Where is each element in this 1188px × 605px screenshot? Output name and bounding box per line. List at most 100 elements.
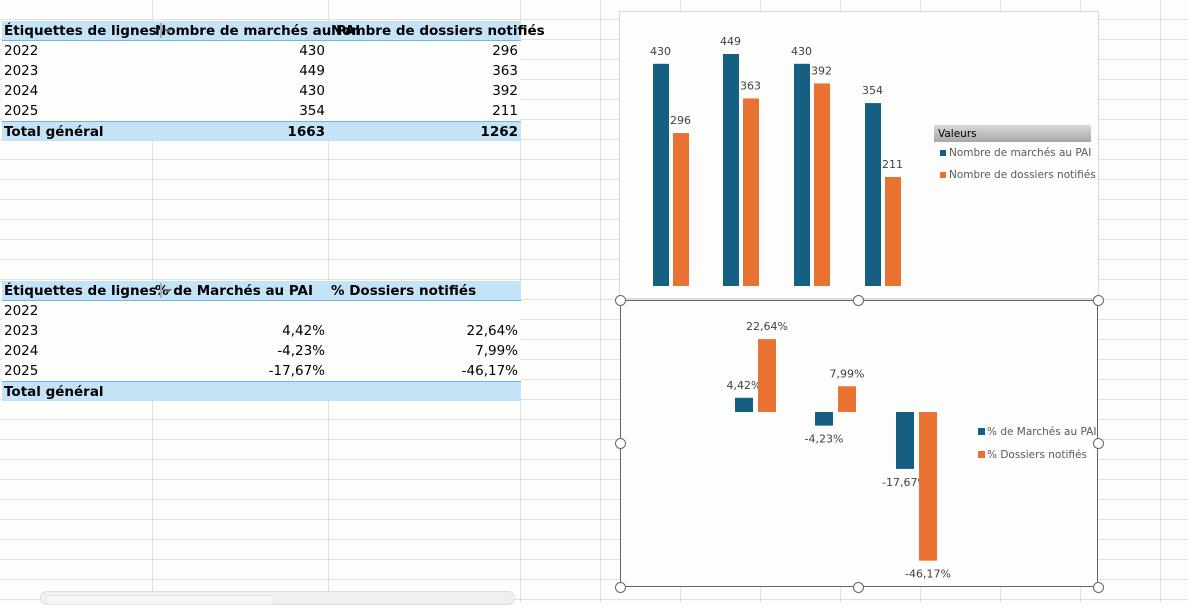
cell-value[interactable]: 449 xyxy=(299,63,325,79)
filter-dropdown-icon[interactable] xyxy=(159,283,172,298)
row-label[interactable]: 2022 xyxy=(4,43,39,59)
chart-svg: 430 449 430 354 296 363 392 211 Valeurs Nombre de… xyxy=(650,35,1096,287)
table-row: 2024 -4,23% 7,99% xyxy=(2,341,521,361)
bar xyxy=(735,397,753,412)
column-header: Nombre de dossiers notifiés xyxy=(331,22,545,39)
table-row: 2022 430 296 xyxy=(2,41,521,61)
table-row: 2023 449 363 xyxy=(2,61,521,81)
legend-swatch xyxy=(978,451,985,458)
legend-title: Valeurs xyxy=(938,128,977,140)
legend-title-bar xyxy=(934,125,1091,142)
filter-dropdown-icon[interactable] xyxy=(159,23,172,38)
resize-handle[interactable] xyxy=(852,581,864,593)
bar xyxy=(794,63,810,287)
bar xyxy=(815,412,833,426)
column-gridline xyxy=(1160,0,1161,602)
column-gridline xyxy=(600,0,601,602)
data-label: 363 xyxy=(740,79,761,92)
bar xyxy=(885,176,901,286)
data-label: -17,67% xyxy=(882,476,928,489)
bar xyxy=(743,98,759,286)
pivot-header-row: Étiquettes de lignes Nombre de marchés a… xyxy=(2,21,545,41)
cell-value[interactable]: 211 xyxy=(492,103,518,119)
chart-svg: 4,42% -4,23% -17,67% 22,64% 7,99% -46,17% % de… xyxy=(727,320,1097,581)
data-label: 4,42% xyxy=(727,379,762,392)
cell-value[interactable]: 7,99% xyxy=(475,343,518,359)
resize-handle[interactable] xyxy=(1092,437,1104,449)
resize-handle[interactable] xyxy=(1092,581,1104,593)
legend-swatch xyxy=(940,172,946,178)
row-label[interactable]: 2023 xyxy=(4,63,39,79)
table-row: 2024 430 392 xyxy=(2,81,521,101)
cell-value[interactable]: 430 xyxy=(299,83,325,99)
row-label[interactable]: 2025 xyxy=(4,363,39,379)
column-header: % Dossiers notifiés xyxy=(331,282,477,299)
row-labels-header: Étiquettes de lignes xyxy=(4,282,157,299)
resize-handle[interactable] xyxy=(1092,294,1104,306)
bar xyxy=(919,412,937,561)
legend-entry: % de Marchés au PAI xyxy=(987,426,1096,438)
data-label: 211 xyxy=(882,158,903,171)
total-value: 1262 xyxy=(480,123,518,140)
cell-value[interactable]: -17,67% xyxy=(268,363,325,379)
row-label[interactable]: 2022 xyxy=(4,303,39,319)
bar xyxy=(653,63,669,287)
table-row: 2025 354 211 xyxy=(2,101,521,121)
pivot-table-percent: Étiquettes de lignes % de Marchés au PAI… xyxy=(2,281,521,401)
row-label[interactable]: 2024 xyxy=(4,343,39,359)
legend-entry: % Dossiers notifiés xyxy=(987,449,1087,461)
row-label[interactable]: 2025 xyxy=(4,103,39,119)
percent-bar-chart[interactable]: 4,42% -4,23% -17,67% 22,64% 7,99% -46,17% % de… xyxy=(620,300,1098,587)
cell-value[interactable]: 22,64% xyxy=(466,323,518,339)
data-label: -4,23% xyxy=(805,433,844,446)
bar xyxy=(865,103,881,287)
bar xyxy=(814,83,830,286)
row-labels-header: Étiquettes de lignes xyxy=(4,22,157,39)
total-label: Total général xyxy=(4,383,104,400)
data-label: 449 xyxy=(720,35,741,48)
bar xyxy=(758,339,776,412)
row-label[interactable]: 2023 xyxy=(4,323,39,339)
cell-value[interactable]: 296 xyxy=(492,43,518,59)
column-header: Nombre de marchés au PAI xyxy=(155,22,361,39)
data-label: 354 xyxy=(862,84,883,97)
data-label: 7,99% xyxy=(830,367,865,380)
pivot-table-counts: Étiquettes de lignes Nombre de marchés a… xyxy=(2,21,545,141)
bar xyxy=(896,412,914,469)
resize-handle[interactable] xyxy=(614,294,626,306)
legend-entry: Nombre de dossiers notifiés xyxy=(949,169,1096,181)
pivot-total-row: Total général xyxy=(2,381,521,401)
cell-value[interactable]: -4,23% xyxy=(277,343,325,359)
total-value: 1663 xyxy=(287,123,325,140)
column-header: % de Marchés au PAI xyxy=(155,282,313,299)
scrollbar-thumb[interactable] xyxy=(46,595,274,605)
pivot-header-row: Étiquettes de lignes % de Marchés au PAI… xyxy=(2,281,521,301)
data-label: 296 xyxy=(670,114,691,127)
data-label: 430 xyxy=(650,45,671,58)
horizontal-scrollbar[interactable] xyxy=(40,591,515,605)
table-row: 2023 4,42% 22,64% xyxy=(2,321,521,341)
total-label: Total général xyxy=(4,123,104,140)
data-label: 22,64% xyxy=(746,320,788,333)
bar xyxy=(723,54,739,286)
resize-handle[interactable] xyxy=(614,437,626,449)
cell-value[interactable]: 363 xyxy=(492,63,518,79)
pivot-total-row: Total général 1663 1262 xyxy=(2,121,521,141)
row-label[interactable]: 2024 xyxy=(4,83,39,99)
data-label: 392 xyxy=(811,64,832,77)
table-row: 2025 -17,67% -46,17% xyxy=(2,361,521,381)
table-row: 2022 xyxy=(2,301,521,321)
resize-handle[interactable] xyxy=(852,294,864,306)
cell-value[interactable]: -46,17% xyxy=(461,363,518,379)
cell-value[interactable]: 4,42% xyxy=(282,323,325,339)
data-label: 430 xyxy=(791,45,812,58)
legend-entry: Nombre de marchés au PAI xyxy=(949,147,1091,159)
bar xyxy=(838,386,856,412)
counts-bar-chart[interactable]: 430 449 430 354 296 363 392 211 Valeurs Nombre de… xyxy=(619,11,1099,299)
cell-value[interactable]: 392 xyxy=(492,83,518,99)
data-label: -46,17% xyxy=(905,568,951,581)
cell-value[interactable]: 430 xyxy=(299,43,325,59)
cell-value[interactable]: 354 xyxy=(299,103,325,119)
bar xyxy=(673,133,689,286)
resize-handle[interactable] xyxy=(614,581,626,593)
